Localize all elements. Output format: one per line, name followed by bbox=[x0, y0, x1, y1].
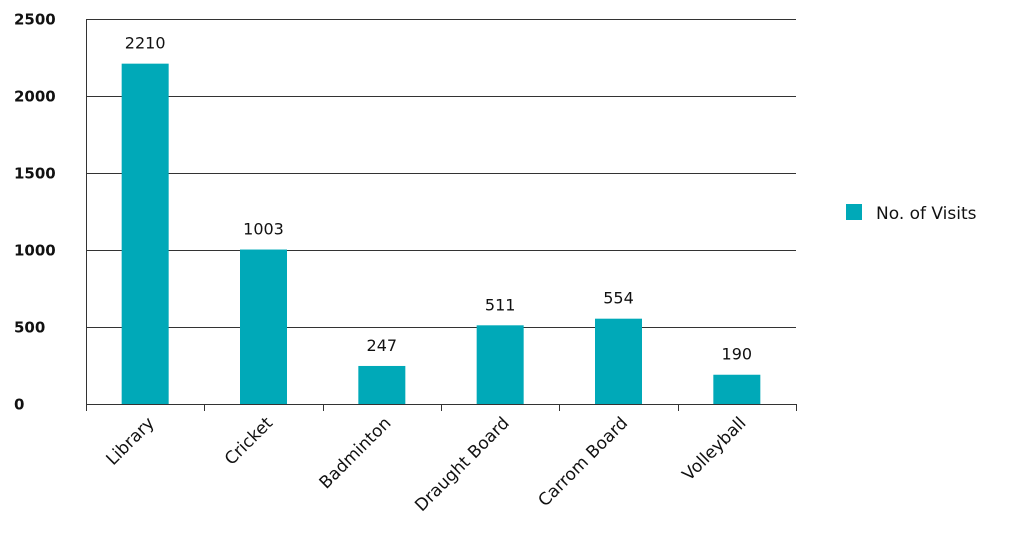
legend-swatch bbox=[846, 204, 862, 220]
legend: No. of Visits bbox=[846, 204, 977, 224]
data-label: 247 bbox=[367, 336, 398, 355]
bar bbox=[240, 249, 287, 404]
data-label: 190 bbox=[722, 345, 753, 364]
bar bbox=[476, 325, 524, 404]
x-category-label: Carrom Board bbox=[535, 413, 633, 511]
legend-label: No. of Visits bbox=[876, 204, 977, 224]
y-tick-label: 500 bbox=[14, 319, 45, 337]
data-label: 511 bbox=[485, 295, 516, 314]
y-tick-label: 1000 bbox=[14, 242, 56, 260]
x-category-label: Library bbox=[103, 413, 159, 469]
x-category-label: Draught Board bbox=[411, 413, 513, 515]
y-tick-label: 1500 bbox=[14, 165, 56, 183]
x-category-label: Cricket bbox=[221, 413, 277, 469]
data-label: 554 bbox=[603, 289, 634, 308]
bar bbox=[358, 365, 406, 404]
bar bbox=[595, 318, 642, 404]
y-tick-label: 0 bbox=[14, 396, 24, 414]
data-label: 2210 bbox=[125, 34, 166, 53]
x-category-label: Badminton bbox=[316, 413, 396, 493]
bar bbox=[121, 63, 169, 404]
x-category-label: Volleyball bbox=[679, 413, 751, 485]
bars bbox=[121, 63, 761, 404]
axes bbox=[86, 19, 797, 411]
grid-lines bbox=[86, 19, 796, 328]
y-tick-label: 2000 bbox=[14, 88, 56, 106]
data-label: 1003 bbox=[243, 220, 284, 239]
bar bbox=[713, 374, 761, 404]
y-tick-label: 2500 bbox=[14, 11, 56, 29]
